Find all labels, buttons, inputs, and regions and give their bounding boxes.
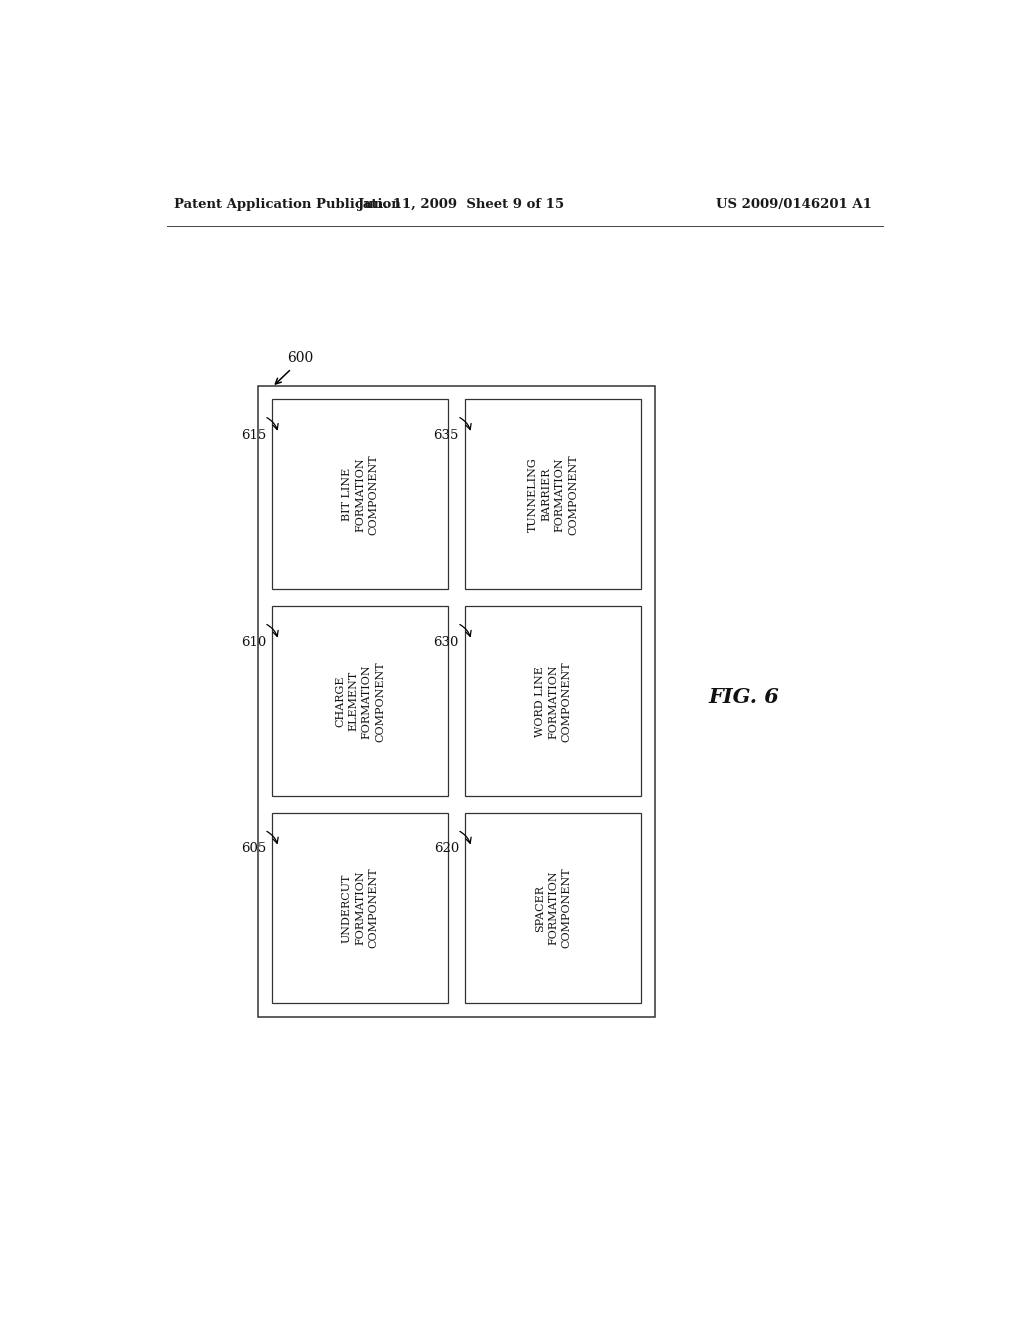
Text: SPACER
FORMATION
COMPONENT: SPACER FORMATION COMPONENT	[535, 867, 571, 949]
Text: 605: 605	[241, 842, 266, 855]
Bar	[272, 606, 449, 796]
Text: 635: 635	[433, 429, 459, 442]
Text: CHARGE
ELEMENT
FORMATION
COMPONENT: CHARGE ELEMENT FORMATION COMPONENT	[335, 661, 385, 742]
Text: US 2009/0146201 A1: US 2009/0146201 A1	[716, 198, 872, 211]
Bar	[272, 400, 449, 589]
Bar	[258, 385, 655, 1016]
Text: FIG. 6: FIG. 6	[709, 688, 779, 708]
Text: BIT LINE
FORMATION
COMPONENT: BIT LINE FORMATION COMPONENT	[342, 454, 378, 535]
Bar	[465, 813, 641, 1003]
Text: Jun. 11, 2009  Sheet 9 of 15: Jun. 11, 2009 Sheet 9 of 15	[358, 198, 564, 211]
Text: 610: 610	[241, 635, 266, 648]
Text: 600: 600	[287, 351, 313, 364]
Bar	[465, 606, 641, 796]
Text: Patent Application Publication: Patent Application Publication	[174, 198, 401, 211]
Text: WORD LINE
FORMATION
COMPONENT: WORD LINE FORMATION COMPONENT	[535, 661, 571, 742]
Bar	[465, 400, 641, 589]
Text: UNDERCUT
FORMATION
COMPONENT: UNDERCUT FORMATION COMPONENT	[342, 867, 378, 949]
Text: 630: 630	[433, 635, 459, 648]
Text: 615: 615	[241, 429, 266, 442]
Text: 620: 620	[434, 842, 459, 855]
Bar	[272, 813, 449, 1003]
Text: TUNNELING
BARRIER
FORMATION
COMPONENT: TUNNELING BARRIER FORMATION COMPONENT	[528, 454, 578, 535]
